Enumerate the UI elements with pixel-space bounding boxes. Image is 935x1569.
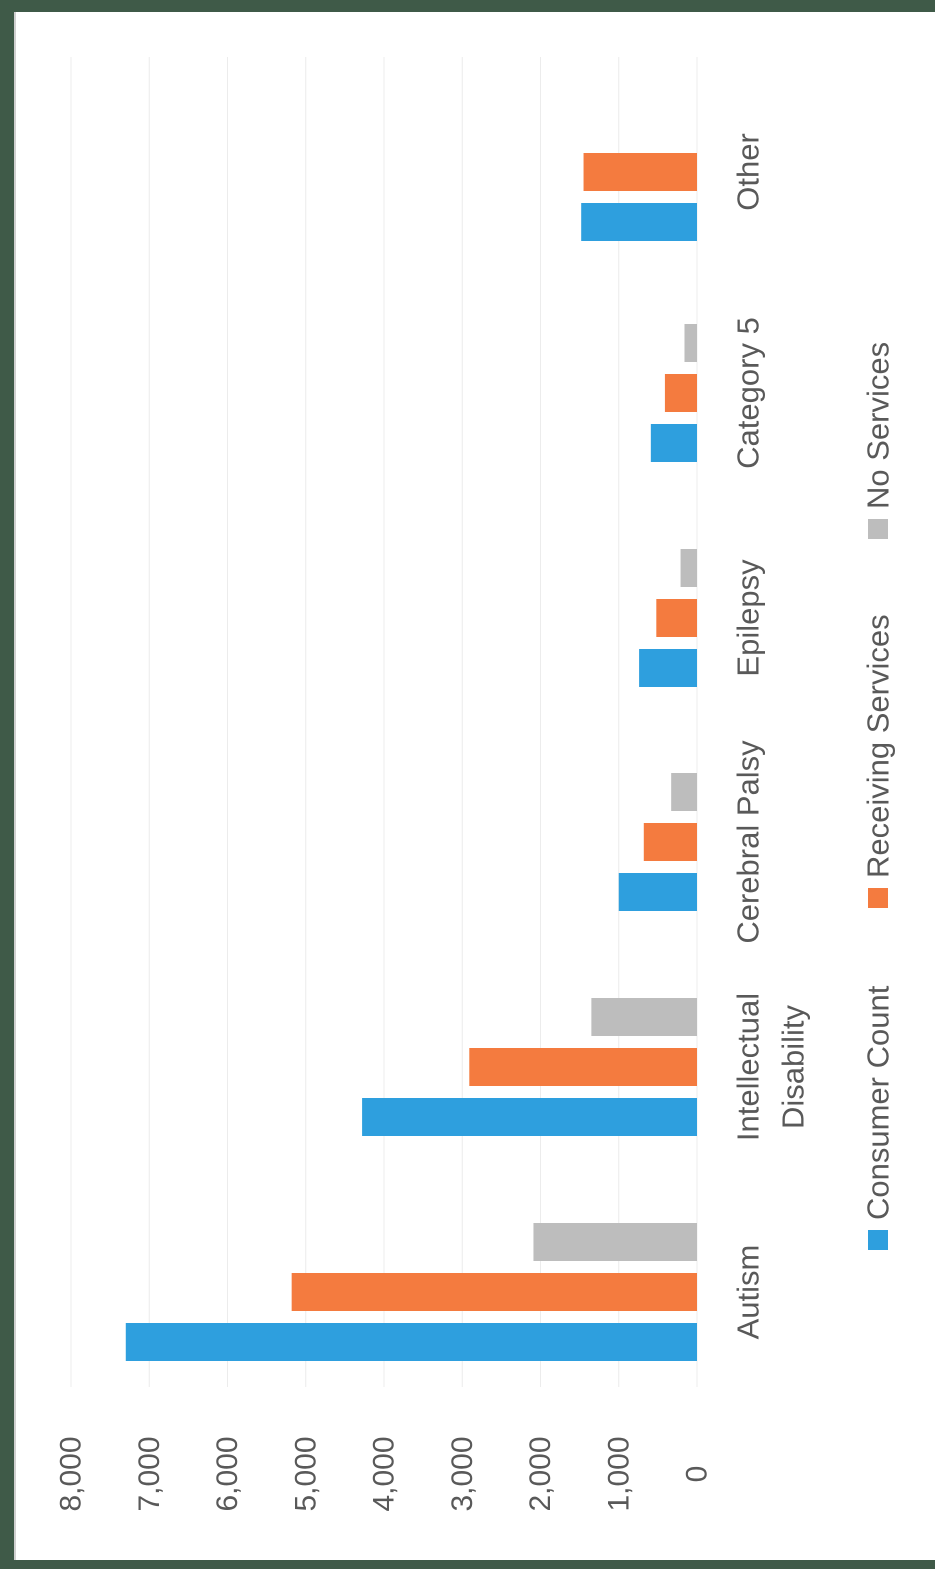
legend: Consumer Count Receiving Services No Servi…	[861, 342, 896, 1250]
bar-no-services-cerebral-palsy	[671, 773, 697, 811]
bar-consumer-count-autism	[125, 1323, 697, 1361]
tick-label: 6,000	[211, 1436, 244, 1511]
tick-label: 1,000	[602, 1436, 635, 1511]
bar-no-services-autism	[533, 1223, 697, 1261]
category-label: Epilepsy	[731, 559, 766, 677]
legend-label-no-services: No Services	[861, 342, 896, 509]
bar-receiving-services-cerebral-palsy	[643, 823, 697, 861]
bar-consumer-count-epilepsy	[639, 649, 697, 687]
bar-no-services-intellectual-disability	[591, 998, 697, 1036]
bar-receiving-services-autism	[291, 1273, 697, 1311]
tick-label: 8,000	[55, 1436, 88, 1511]
bar-receiving-services-category-5	[664, 374, 697, 412]
bar-consumer-count-cerebral-palsy	[618, 873, 697, 911]
tick-label: 4,000	[368, 1436, 401, 1511]
tick-label: 3,000	[446, 1436, 479, 1511]
category-label: Category 5	[731, 317, 766, 469]
bar-no-services-epilepsy	[680, 549, 697, 587]
bar-consumer-count-category-5	[650, 424, 697, 462]
legend-swatch-consumer-count	[868, 1230, 888, 1250]
tick-label: 2,000	[524, 1436, 557, 1511]
category-label: Disability	[776, 1004, 811, 1129]
bar-no-services-category-5	[684, 324, 697, 362]
tick-label: 0	[681, 1466, 714, 1483]
bar-receiving-services-intellectual-disability	[469, 1048, 697, 1086]
gridlines	[70, 57, 698, 1387]
category-label: Cerebral Palsy	[731, 740, 766, 944]
category-label: Autism	[731, 1245, 766, 1340]
bar-receiving-services-epilepsy	[656, 599, 697, 637]
chart-frame: 0 1,000 2,000 3,000 4,000 5,000 6,000 7,000 8,00…	[14, 12, 935, 1560]
bar-consumer-count-other	[581, 203, 697, 241]
category-label: Other	[731, 133, 766, 211]
legend-label-consumer-count: Consumer Count	[861, 985, 896, 1220]
bar-receiving-services-other	[583, 153, 697, 191]
bar-consumer-count-intellectual-disability	[362, 1098, 697, 1136]
category-label: Intellectual	[731, 993, 766, 1141]
value-axis-ticks: 0 1,000 2,000 3,000 4,000 5,000 6,000 7,000 8,00…	[55, 1436, 714, 1511]
tick-label: 5,000	[289, 1436, 322, 1511]
legend-swatch-no-services	[868, 519, 888, 539]
tick-label: 7,000	[133, 1436, 166, 1511]
legend-label-receiving-services: Receiving Services	[861, 614, 896, 878]
bars	[125, 153, 697, 1361]
category-labels: Autism Intellectual Disability Cerebral Pal…	[731, 133, 811, 1339]
legend-swatch-receiving-services	[868, 888, 888, 908]
bar-chart: 0 1,000 2,000 3,000 4,000 5,000 6,000 7,000 8,00…	[55, 57, 896, 1512]
